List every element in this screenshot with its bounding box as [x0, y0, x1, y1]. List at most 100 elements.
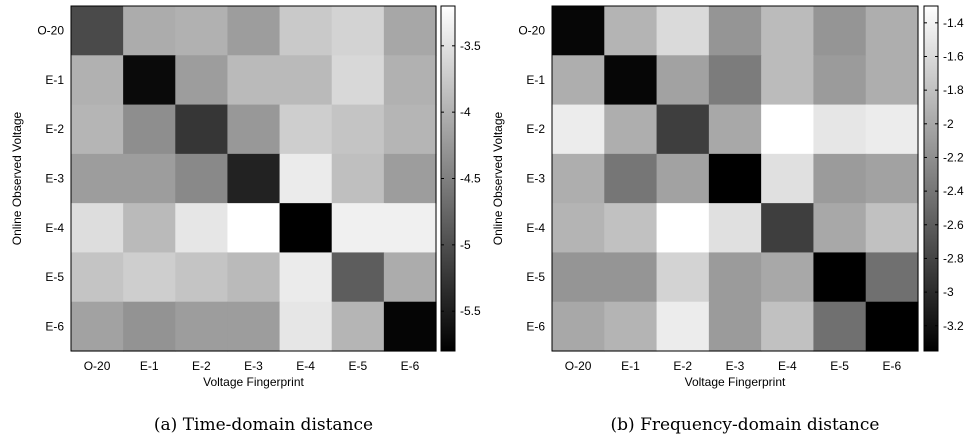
heatmap-cell	[71, 6, 124, 56]
heatmap-cell	[175, 104, 229, 155]
heatmap-cell	[708, 6, 762, 56]
x-tick-label: E-3	[244, 359, 263, 373]
colorbar-tick-label: -1.8	[943, 83, 964, 97]
heatmap-cell	[813, 153, 867, 204]
heatmap-panel-frequency-domain: O-20 E-1 E-2 E-3 E-4 E-5 E-6 O-20 E-1 E-2 E-3 E-4 E…	[491, 5, 964, 435]
y-tick-label: E-2	[526, 122, 545, 136]
heatmap-cell	[813, 252, 867, 303]
heatmap-cell	[552, 301, 605, 352]
heatmap-cell	[656, 6, 710, 56]
heatmap-cell	[656, 55, 710, 106]
heatmap-cell	[279, 301, 333, 352]
heatmap-cell	[279, 104, 333, 155]
y-tick-label: E-5	[526, 270, 545, 284]
heatmap-cell	[604, 203, 658, 254]
heatmap-cell	[656, 153, 710, 204]
colorbar-tick-label: -2.4	[943, 184, 964, 198]
heatmap-cell	[604, 301, 658, 352]
heatmap-cell	[71, 203, 124, 254]
heatmap-cell	[71, 55, 124, 106]
heatmap-cell	[656, 252, 710, 303]
colorbar-tick-label: -2	[943, 117, 954, 131]
x-tick-labels: O-20 E-1 E-2 E-3 E-4 E-5 E-6	[565, 359, 902, 373]
y-tick-label: E-1	[526, 73, 545, 87]
x-axis-label: Voltage Fingerprint	[685, 375, 786, 389]
heatmap-cell	[761, 153, 815, 204]
colorbar-tick-label: -3	[943, 285, 954, 299]
heatmap-cell	[175, 301, 229, 352]
heatmap-cell	[123, 104, 176, 155]
x-tick-label: E-2	[673, 359, 692, 373]
heatmap-cell	[175, 252, 229, 303]
heatmap-cell	[279, 252, 333, 303]
heatmap-cell	[865, 252, 919, 303]
heatmap-cell	[813, 203, 867, 254]
heatmap-cell	[227, 153, 281, 204]
heatmap-cell	[279, 203, 333, 254]
y-tick-label: E-1	[45, 73, 64, 87]
colorbar-tick-label: -5	[460, 238, 471, 252]
heatmap-cell	[71, 252, 124, 303]
heatmap-cell	[227, 104, 281, 155]
heatmap-cell	[656, 104, 710, 155]
heatmap-cell	[552, 153, 605, 204]
colorbar-tick-label: -1.6	[943, 49, 964, 63]
heatmap-cell	[331, 203, 385, 254]
y-tick-label: O-20	[518, 24, 545, 38]
heatmap-cell	[865, 104, 919, 155]
heatmap-cell	[383, 252, 437, 303]
heatmap-cell	[656, 301, 710, 352]
heatmap-cell	[813, 55, 867, 106]
heatmap-cell	[604, 104, 658, 155]
x-tick-label: E-4	[778, 359, 797, 373]
colorbar-tick-label: -1.4	[943, 16, 964, 30]
heatmap-cell	[279, 153, 333, 204]
heatmap-cell	[123, 153, 176, 204]
heatmap-cell	[331, 6, 385, 56]
heatmap-cell	[123, 252, 176, 303]
heatmap-cell	[604, 153, 658, 204]
colorbar: -3.5 -4 -4.5 -5 -5.5	[440, 5, 481, 352]
heatmap-cell	[227, 203, 281, 254]
y-tick-label: E-4	[526, 221, 545, 235]
x-tick-label: E-1	[140, 359, 159, 373]
y-tick-label: E-6	[45, 319, 64, 333]
y-tick-label: E-4	[45, 221, 64, 235]
heatmap-cell	[865, 55, 919, 106]
x-tick-label: E-2	[192, 359, 211, 373]
heatmap-cell	[71, 104, 124, 155]
heatmap-cell	[552, 203, 605, 254]
heatmap-cell	[123, 55, 176, 106]
heatmap-cell	[175, 6, 229, 56]
colorbar-tick-label: -5.5	[460, 304, 481, 318]
heatmap-cell	[331, 252, 385, 303]
colorbar-tick-label: -4.5	[460, 172, 481, 186]
heatmap-cell	[331, 104, 385, 155]
colorbar-tick-label: -3.2	[943, 319, 964, 333]
heatmap-cell	[383, 203, 437, 254]
heatmap-cell	[175, 153, 229, 204]
heatmap-cell	[331, 301, 385, 352]
colorbar-tick-label: -2.6	[943, 218, 964, 232]
x-tick-label: E-6	[883, 359, 902, 373]
heatmap-cell	[383, 301, 437, 352]
heatmap-panel-time-domain: O-20 E-1 E-2 E-3 E-4 E-5 E-6 O-20 E-1 E-2 E-3 E-4 E…	[10, 5, 481, 435]
plot-frame	[551, 5, 919, 352]
heatmap-cell	[865, 301, 919, 352]
heatmap-cell	[552, 55, 605, 106]
heatmap-cell	[865, 153, 919, 204]
heatmap-cell	[279, 6, 333, 56]
x-axis-label: Voltage Fingerprint	[203, 375, 304, 389]
y-tick-label: E-3	[526, 172, 545, 186]
heatmap-cell	[761, 55, 815, 106]
y-tick-labels: O-20 E-1 E-2 E-3 E-4 E-5 E-6	[518, 24, 545, 334]
heatmap-cell	[123, 6, 176, 56]
colorbar-tick-label: -4	[460, 105, 471, 119]
colorbar-tick-label: -3.5	[460, 39, 481, 53]
heatmap-cell	[708, 104, 762, 155]
y-tick-label: E-3	[45, 172, 64, 186]
colorbar-tick-label: -2.8	[943, 251, 964, 265]
heatmap-cell	[227, 252, 281, 303]
caption: (b) Frequency-domain distance	[611, 415, 880, 435]
heatmap-cell	[383, 6, 437, 56]
